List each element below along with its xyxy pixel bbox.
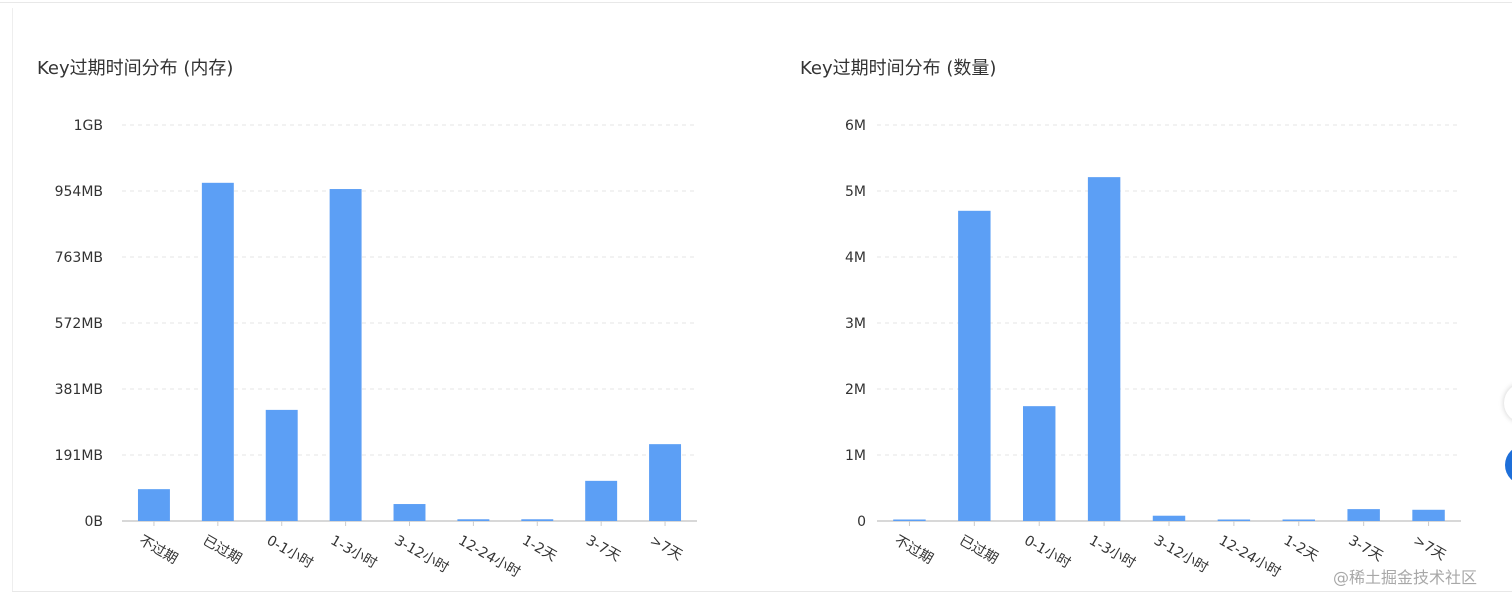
bottom-border — [12, 591, 1512, 592]
bar — [1282, 519, 1315, 521]
y-tick-label: 763MB — [55, 250, 103, 266]
y-tick-label: 0B — [84, 514, 103, 530]
bar — [137, 489, 170, 521]
y-tick-label: 3M — [845, 316, 866, 332]
x-tick-label: 不过期 — [136, 533, 180, 568]
x-tick-label: 已过期 — [956, 533, 1000, 568]
x-tick-label: 0-1小时 — [1021, 533, 1073, 572]
x-tick-label: 1-3小时 — [328, 533, 380, 572]
bar — [1023, 406, 1056, 521]
bar — [1087, 177, 1121, 521]
y-tick-label: 954MB — [55, 184, 103, 200]
x-tick-label: 12-24小时 — [1216, 533, 1283, 581]
top-border — [0, 2, 1512, 3]
x-tick-label: 1-2天 — [1281, 533, 1321, 565]
y-tick-label: 2M — [845, 382, 866, 398]
memory-chart-title: Key过期时间分布 (内存) — [37, 58, 234, 79]
bar — [585, 480, 618, 521]
bar — [521, 519, 554, 521]
x-tick-label: 3-7天 — [1346, 533, 1386, 565]
x-tick-label: 已过期 — [200, 533, 244, 568]
x-tick-label: 1-2天 — [519, 533, 559, 565]
x-tick-label: 1-3小时 — [1086, 533, 1138, 572]
bar — [1217, 519, 1251, 521]
count-chart-card: Key过期时间分布 (数量) — [775, 8, 1512, 592]
bar — [265, 409, 298, 521]
bar — [958, 210, 991, 522]
count-chart-title: Key过期时间分布 (数量) — [800, 58, 997, 79]
y-tick-label: 381MB — [55, 382, 103, 398]
x-tick-label: 3-12小时 — [392, 533, 452, 577]
y-tick-label: 191MB — [55, 448, 103, 464]
bar — [1412, 509, 1445, 521]
bar — [393, 504, 426, 521]
x-tick-label: 3-7天 — [583, 533, 623, 565]
x-tick-label: 3-12小时 — [1151, 533, 1211, 577]
watermark: @稀土掘金技术社区 — [1333, 568, 1478, 587]
x-tick-label: 12-24小时 — [455, 533, 522, 581]
floating-button[interactable] — [1504, 383, 1512, 423]
bar — [201, 182, 234, 522]
bar — [1152, 515, 1186, 521]
x-tick-label: >7天 — [647, 533, 685, 564]
floating-action-button[interactable] — [1505, 445, 1512, 485]
y-tick-label: 0 — [857, 514, 866, 530]
y-tick-label: 5M — [845, 184, 866, 200]
y-tick-label: 572MB — [55, 316, 103, 332]
y-tick-label: 6M — [845, 118, 866, 134]
x-tick-label: >7天 — [1411, 533, 1449, 564]
y-tick-label: 4M — [845, 250, 866, 266]
x-tick-label: 不过期 — [891, 533, 935, 568]
bar — [457, 519, 490, 521]
bar — [329, 189, 362, 522]
x-tick-label: 0-1小时 — [264, 533, 316, 572]
bar — [649, 444, 682, 521]
y-tick-label: 1M — [845, 448, 866, 464]
bar — [893, 519, 926, 521]
bar — [1347, 509, 1380, 521]
y-tick-label: 1GB — [74, 118, 103, 134]
